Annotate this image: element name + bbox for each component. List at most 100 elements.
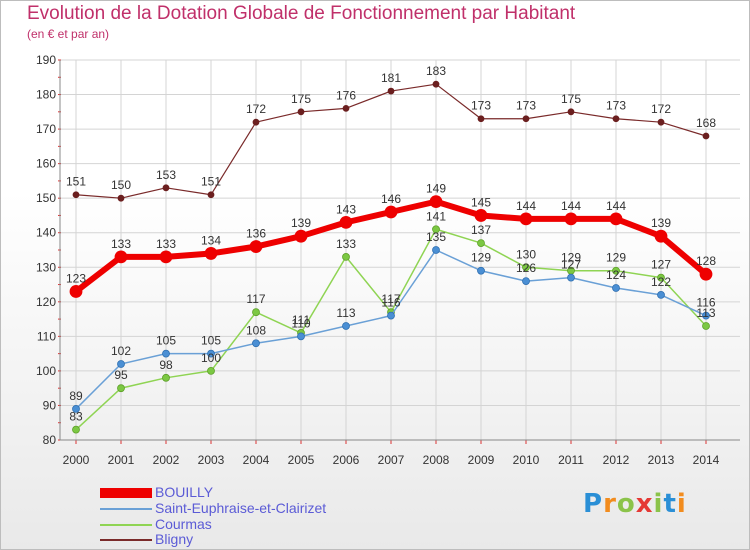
data-label-bligny: 172	[651, 102, 671, 116]
data-point-bligny	[477, 115, 485, 123]
data-point-saint-euphraise	[162, 349, 170, 358]
data-point-courmas	[522, 263, 530, 272]
data-label-bligny: 173	[516, 99, 536, 113]
data-label-bouilly: 139	[291, 216, 311, 230]
x-tick-label: 2013	[648, 453, 675, 467]
data-label-bouilly: 123	[66, 271, 86, 285]
data-label-saint-euphraise: 105	[156, 334, 176, 348]
data-point-bligny	[297, 108, 305, 116]
x-tick-label: 2011	[558, 453, 584, 467]
data-label-saint-euphraise: 108	[246, 323, 266, 337]
data-point-bligny	[162, 184, 170, 192]
data-label-saint-euphraise: 116	[381, 296, 400, 310]
data-label-courmas: 129	[561, 251, 581, 265]
data-label-courmas: 113	[696, 306, 715, 320]
legend-item-bligny: Bligny	[100, 531, 420, 547]
data-point-saint-euphraise	[252, 339, 260, 348]
data-point-saint-euphraise	[657, 291, 665, 299]
data-label-courmas: 129	[606, 251, 626, 265]
data-label-bouilly: 145	[471, 195, 491, 209]
data-point-courmas	[432, 225, 440, 234]
data-label-bouilly: 136	[246, 227, 266, 241]
series-saint-euphraise	[72, 246, 710, 413]
data-label-courmas: 98	[159, 358, 173, 372]
data-label-bligny: 173	[606, 99, 626, 113]
data-label-saint-euphraise: 105	[201, 334, 221, 348]
x-tick-label: 2005	[288, 453, 315, 467]
data-point-bligny	[387, 87, 395, 95]
data-point-saint-euphraise	[387, 311, 395, 320]
data-point-bouilly	[654, 229, 668, 243]
data-label-courmas: 127	[651, 258, 671, 272]
data-point-bouilly	[204, 247, 218, 260]
data-label-bligny: 173	[471, 99, 491, 113]
data-label-saint-euphraise: 122	[651, 275, 671, 289]
data-label-bligny: 153	[156, 168, 176, 182]
y-tick-label: 100	[36, 364, 56, 378]
data-point-saint-euphraise	[567, 273, 575, 282]
data-point-courmas	[117, 384, 125, 393]
data-point-courmas	[657, 273, 665, 282]
data-label-saint-euphraise: 129	[471, 251, 491, 265]
data-label-saint-euphraise: 89	[69, 389, 83, 403]
data-point-bouilly	[384, 205, 398, 219]
x-tick-label: 2002	[153, 453, 180, 467]
y-tick-label: 90	[43, 398, 57, 412]
data-point-bouilly	[474, 209, 488, 222]
x-tick-label: 2001	[108, 453, 135, 467]
legend-label-bouilly: BOUILLY	[155, 484, 214, 500]
data-point-saint-euphraise	[432, 246, 440, 254]
data-point-bouilly	[339, 215, 353, 229]
data-point-courmas	[342, 253, 350, 261]
data-point-saint-euphraise	[522, 277, 530, 285]
data-point-bligny	[432, 80, 440, 88]
data-label-courmas: 100	[201, 351, 221, 365]
data-label-bligny: 151	[66, 175, 86, 189]
data-point-bligny	[522, 115, 530, 123]
legend-item-bouilly: BOUILLY	[100, 484, 420, 500]
data-point-saint-euphraise	[342, 322, 350, 330]
data-label-courmas: 117	[246, 292, 265, 306]
data-point-bouilly	[699, 267, 713, 281]
y-tick-label: 80	[43, 433, 57, 447]
data-point-bouilly	[114, 250, 128, 264]
data-point-courmas	[162, 373, 170, 382]
data-point-bouilly	[609, 212, 623, 226]
series-bligny	[72, 80, 710, 202]
labels-layer: 151 150 153 151 172 175 176 181 183 173 173 175 173 1…	[66, 64, 716, 423]
data-label-bligny: 175	[561, 92, 581, 106]
data-label-courmas: 133	[336, 237, 356, 251]
proxiti-logo: Proxiti	[583, 489, 687, 519]
data-point-courmas	[207, 367, 215, 375]
y-tick-label: 150	[36, 191, 56, 205]
data-label-bligny: 168	[696, 116, 716, 130]
grid	[60, 59, 740, 441]
data-point-saint-euphraise	[702, 311, 710, 320]
data-point-bligny	[612, 115, 620, 123]
x-tick-label: 2006	[333, 453, 360, 467]
data-point-bouilly	[429, 195, 443, 209]
logo-letter: i	[676, 489, 687, 519]
data-label-bouilly: 146	[381, 192, 401, 206]
data-point-bouilly	[564, 212, 578, 226]
legend-item-courmas: Courmas	[100, 516, 420, 532]
data-point-courmas	[72, 425, 80, 434]
data-label-saint-euphraise: 124	[606, 268, 626, 282]
data-point-bligny	[72, 191, 80, 199]
chart-subtitle: (en € et par an)	[27, 27, 110, 41]
data-label-bligny: 175	[291, 92, 311, 106]
data-point-saint-euphraise	[477, 266, 485, 275]
x-tick-label: 2014	[693, 453, 720, 467]
data-point-bligny	[207, 191, 215, 199]
data-label-bouilly: 128	[696, 254, 716, 268]
data-label-saint-euphraise: 126	[516, 261, 536, 275]
x-tick-label: 2008	[423, 453, 450, 467]
data-label-bouilly: 144	[561, 199, 581, 213]
y-tick-label: 130	[36, 260, 56, 274]
y-tick-label: 140	[36, 226, 56, 240]
data-point-saint-euphraise	[612, 284, 620, 292]
legend-swatch-bligny	[100, 539, 152, 541]
data-label-bouilly: 144	[516, 199, 536, 213]
data-label-courmas: 130	[516, 247, 536, 261]
